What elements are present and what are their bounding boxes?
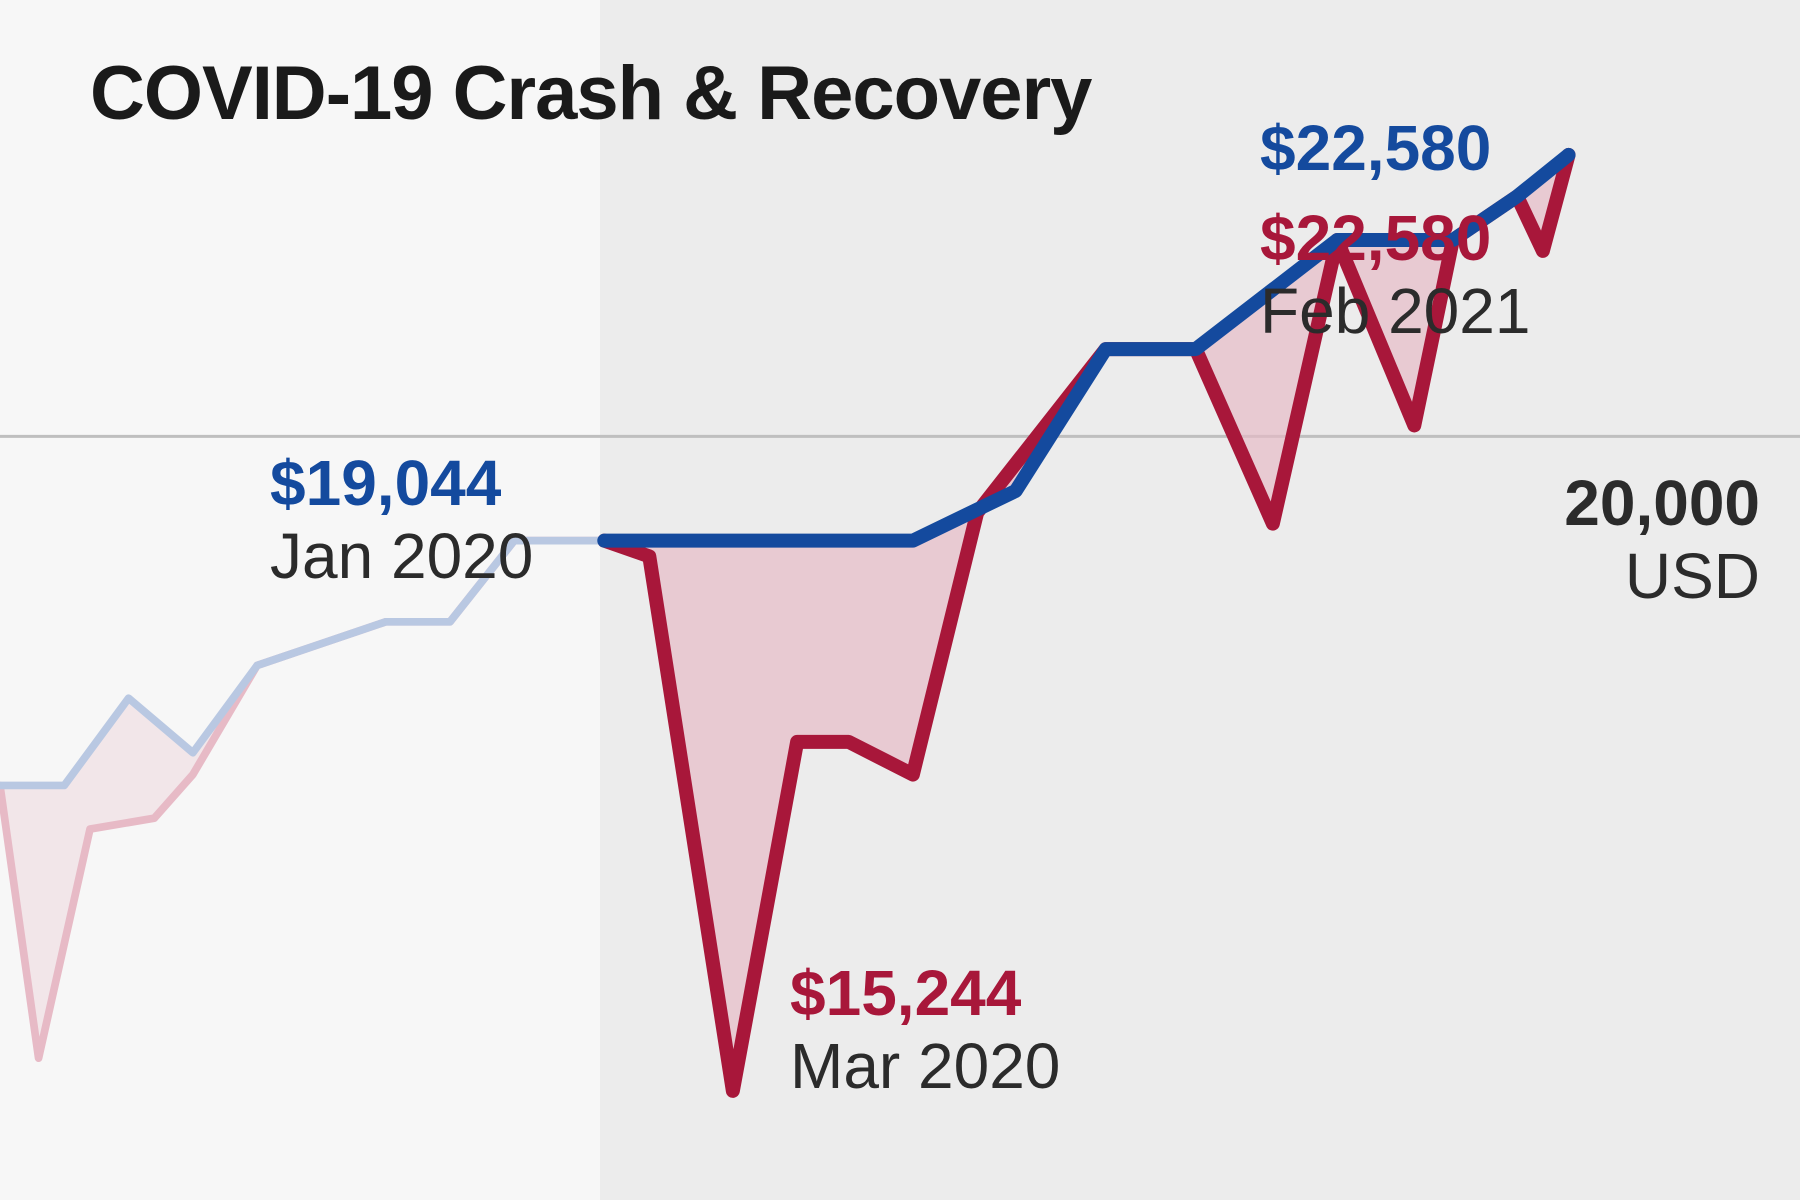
axis-right-label: 20,000 USD — [1564, 470, 1760, 610]
label-end-bottom-date: Feb 2021 — [1260, 278, 1530, 345]
label-start-value: $19,044 — [270, 450, 533, 517]
label-end-top-value: $22,580 — [1260, 115, 1491, 182]
label-end-top: $22,580 — [1260, 115, 1491, 182]
label-start-date: Jan 2020 — [270, 523, 533, 590]
label-trough: $15,244 Mar 2020 — [790, 960, 1060, 1100]
chart-title: COVID-19 Crash & Recovery — [90, 50, 1091, 137]
label-end-bottom-value: $22,580 — [1260, 205, 1530, 272]
label-end-bottom: $22,580 Feb 2021 — [1260, 205, 1530, 345]
axis-right-unit: USD — [1564, 543, 1760, 610]
label-trough-date: Mar 2020 — [790, 1033, 1060, 1100]
chart-stage: COVID-19 Crash & Recovery $19,044 Jan 20… — [0, 0, 1800, 1200]
label-start: $19,044 Jan 2020 — [270, 450, 533, 590]
axis-right-value: 20,000 — [1564, 470, 1760, 537]
label-trough-value: $15,244 — [790, 960, 1060, 1027]
